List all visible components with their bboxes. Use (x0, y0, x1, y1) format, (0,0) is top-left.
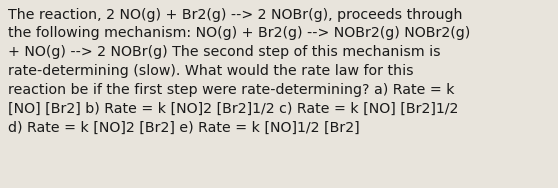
Text: The reaction, 2 NO(g) + Br2(g) --> 2 NOBr(g), proceeds through
the following mec: The reaction, 2 NO(g) + Br2(g) --> 2 NOB… (8, 8, 470, 135)
